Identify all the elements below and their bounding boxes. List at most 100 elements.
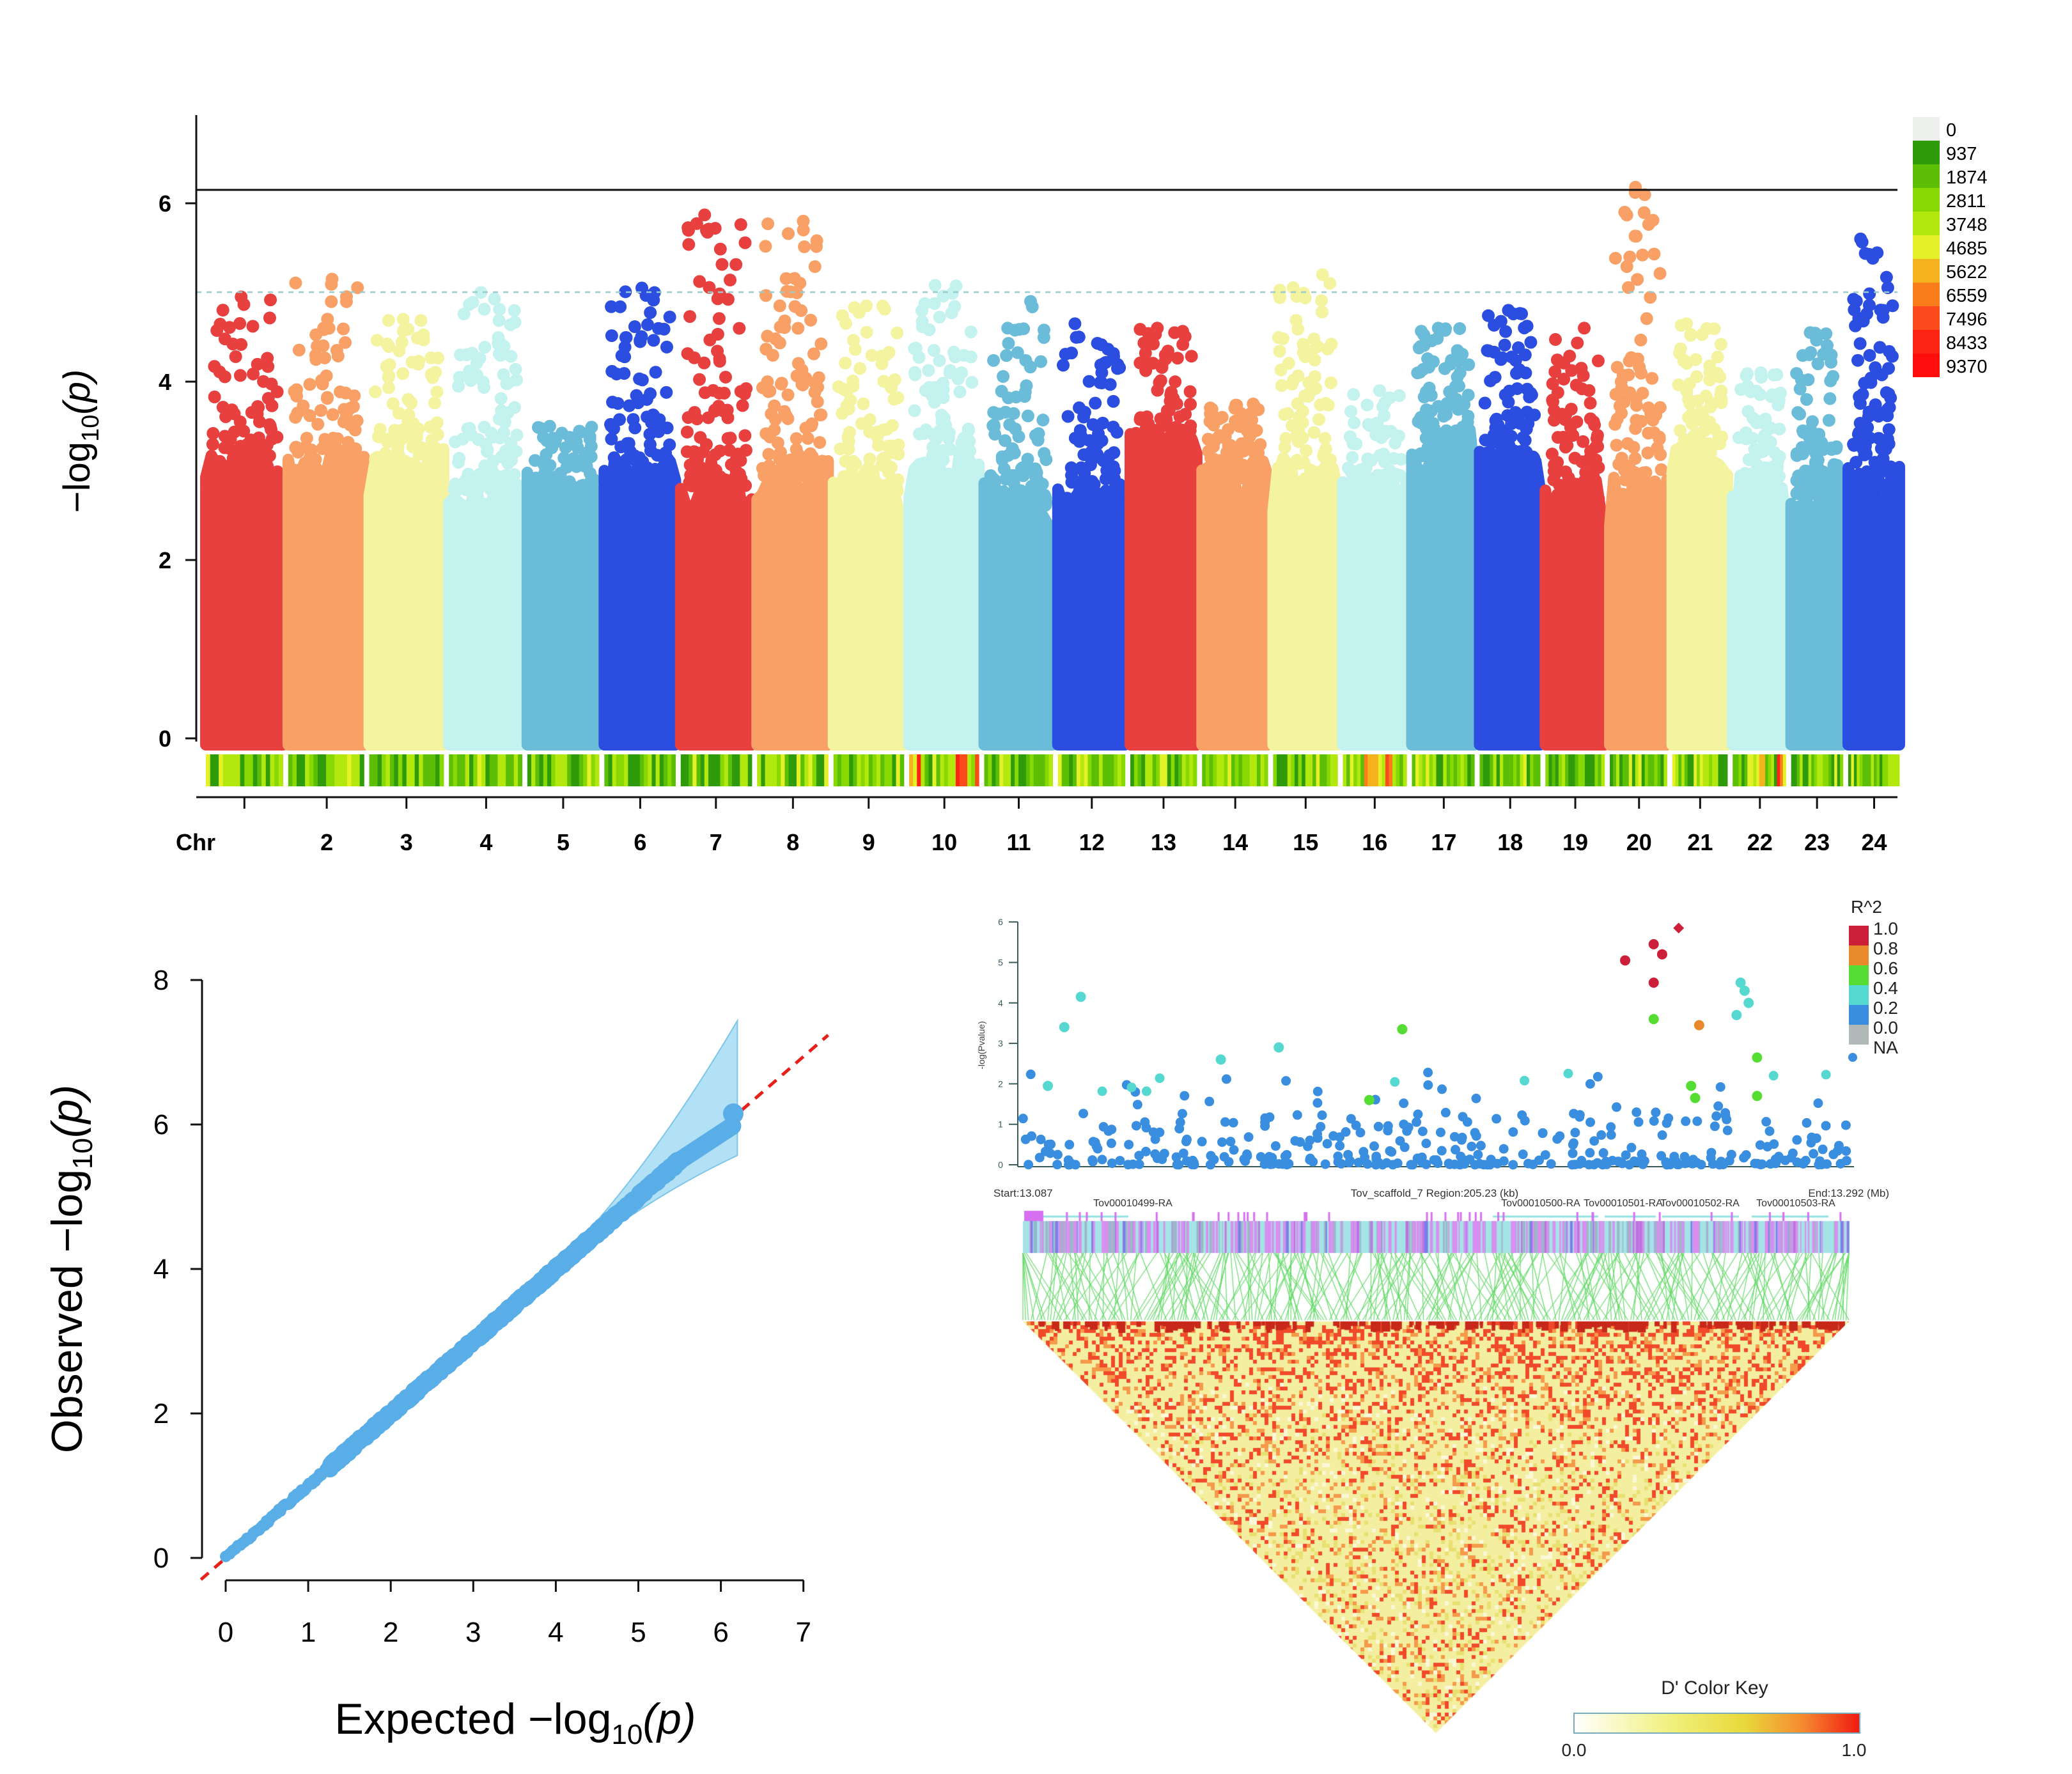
snp-point <box>711 327 724 341</box>
snp-point <box>452 380 465 393</box>
snp-point <box>1819 327 1833 341</box>
density-cell <box>583 754 588 786</box>
chromosome-point-mass <box>1539 474 1610 751</box>
density-cell <box>768 754 774 786</box>
snp-point <box>926 440 940 454</box>
density-cell <box>951 754 956 786</box>
snp-point <box>1629 230 1642 243</box>
snp-point <box>882 346 896 359</box>
snp-point <box>1613 493 1626 506</box>
snp-point <box>1648 475 1662 488</box>
density-cell <box>227 754 232 786</box>
snp-point <box>1881 478 1895 492</box>
y-tick-label: 6 <box>153 1109 169 1140</box>
density-cell <box>1632 754 1636 786</box>
ld-snp-point <box>1467 1141 1477 1151</box>
snp-point <box>729 258 743 271</box>
ld-snp-point <box>1598 1148 1609 1158</box>
density-cell <box>1357 754 1361 786</box>
snp-point <box>734 218 747 231</box>
density-cell <box>369 754 374 786</box>
snp-point <box>1279 465 1292 479</box>
snp-peak-point <box>1316 268 1329 281</box>
snp-point <box>644 306 657 320</box>
density-cell <box>1706 754 1710 786</box>
ld-snp-point <box>1743 997 1754 1008</box>
snp-point <box>703 281 716 294</box>
snp-point <box>1034 355 1048 368</box>
ld-snp-point <box>1471 1093 1481 1103</box>
legend-label: 9370 <box>1946 357 1988 377</box>
snp-point <box>759 240 772 253</box>
density-cell <box>300 754 306 786</box>
legend-label: 5622 <box>1946 262 1988 283</box>
ld-snp-point <box>1473 1149 1483 1160</box>
snp-point <box>1020 379 1033 393</box>
density-cell <box>1571 754 1576 786</box>
ld-snp-point <box>1126 1082 1137 1093</box>
ld-snp-point <box>1471 1131 1481 1141</box>
snp-point <box>618 367 631 380</box>
density-cell <box>1178 754 1183 786</box>
density-cell <box>1777 754 1780 786</box>
density-cell <box>724 754 729 786</box>
density-cell <box>1231 754 1236 786</box>
snp-point <box>984 492 997 505</box>
ld-snp-point <box>1606 1122 1616 1132</box>
ld-snp-point <box>1585 1079 1595 1089</box>
snp-point <box>813 436 827 449</box>
ld-snp-point <box>1034 1153 1045 1163</box>
snp-point <box>1623 354 1636 368</box>
density-cell <box>1601 754 1605 786</box>
snp-point <box>781 388 795 401</box>
density-cell <box>1828 754 1832 786</box>
density-cell <box>288 754 293 786</box>
ld-snp-point <box>1274 1042 1284 1053</box>
density-cell <box>1741 754 1745 786</box>
r2-swatch <box>1849 985 1869 1005</box>
ld-snp-point <box>1174 1160 1184 1170</box>
snp-point <box>1250 424 1263 437</box>
ld-snp-point <box>1274 1159 1284 1169</box>
density-cell <box>330 754 335 786</box>
density-cell <box>971 754 976 786</box>
snp-point <box>478 421 491 434</box>
y-tick-label: 2 <box>153 1398 169 1429</box>
snp-point <box>759 289 773 302</box>
density-cell <box>845 754 850 786</box>
snp-point <box>628 320 641 334</box>
snp-point <box>1247 446 1261 460</box>
density-cell <box>510 754 515 786</box>
density-cell <box>1622 754 1626 786</box>
ld-snp-point <box>1292 1110 1302 1120</box>
snp-point <box>890 483 903 496</box>
ld-snp-point <box>1027 1131 1037 1141</box>
manhattan-y-label: −log10(p) <box>56 370 104 513</box>
snp-point <box>1750 384 1763 398</box>
density-cell <box>1076 754 1081 786</box>
snp-point <box>808 260 822 274</box>
snp-point <box>233 317 247 331</box>
density-cell <box>604 754 609 786</box>
density-cell <box>1641 754 1646 786</box>
density-cell <box>1890 754 1894 786</box>
density-cell <box>1249 754 1254 786</box>
snp-point <box>1137 432 1151 445</box>
snp-point <box>1077 474 1090 487</box>
snp-point <box>1822 414 1835 427</box>
ld-snp-point <box>1408 1160 1418 1170</box>
density-cell <box>1148 754 1153 786</box>
snp-point <box>731 447 745 461</box>
snp-point <box>1426 449 1440 463</box>
snp-point <box>682 224 695 237</box>
density-cell <box>616 754 621 786</box>
snp-point <box>1748 442 1761 456</box>
legend-swatch <box>1913 117 1940 141</box>
snp-point <box>318 351 331 364</box>
chromosome-point-mass <box>1052 477 1131 751</box>
ld-snp-point <box>1607 1156 1617 1166</box>
snp-point <box>1758 494 1772 507</box>
density-cell <box>632 754 637 786</box>
density-cell <box>1735 754 1739 786</box>
snp-point <box>1804 435 1818 448</box>
